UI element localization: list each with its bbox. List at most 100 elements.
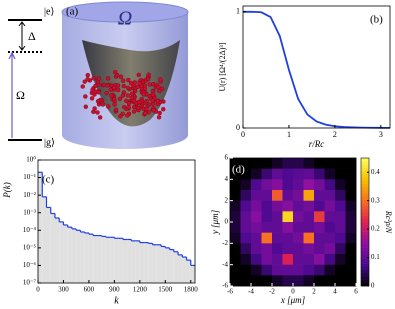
heat-cell (282, 264, 294, 276)
heat-cell (240, 264, 252, 276)
bar (190, 265, 195, 283)
heat-cell (272, 190, 283, 201)
heat-cell (251, 243, 262, 255)
heat-cell (282, 254, 294, 265)
colorbar-step (361, 273, 369, 277)
bar (139, 242, 145, 283)
colorbar-tick-label: 0.1 (371, 253, 380, 261)
x-tick-label: 1 (287, 130, 291, 139)
ground-label: |g⟩ (44, 137, 55, 148)
heat-cell (272, 254, 283, 265)
heat-cell (261, 243, 273, 255)
heat-cell (303, 275, 315, 287)
atom (120, 93, 126, 98)
bar (110, 237, 115, 283)
plot-frame (37, 159, 196, 284)
atom (118, 74, 124, 79)
colorbar-step (361, 238, 369, 242)
heat-cell (293, 211, 304, 223)
heat-cell (324, 190, 336, 201)
heat-cell (282, 232, 294, 244)
colorbar-step (361, 186, 369, 191)
colorbar-step (361, 209, 369, 213)
colorbar-step (361, 180, 369, 184)
heat-cell (345, 232, 357, 244)
cloud-label: Ω (118, 8, 132, 30)
bar (135, 240, 140, 283)
heat-cell (261, 211, 273, 223)
colorbar-step (361, 199, 369, 204)
atom (135, 105, 141, 111)
x-tick-label: 3 (379, 130, 383, 139)
heat-cell (261, 232, 273, 244)
atom (125, 113, 130, 118)
colorbar-step (361, 170, 369, 175)
atom (96, 90, 101, 95)
panel-b: 0 1 2 3 0 1 r/Rc U(r) [Ω⁴/(2Δ)³] (b) (218, 5, 391, 149)
y-tick-label: 10⁻⁷ (23, 279, 37, 287)
y-tick-label: 10⁻³ (23, 208, 36, 216)
y-tick-label: 10⁻⁴ (23, 226, 37, 234)
atom (126, 77, 131, 83)
heat-cell (293, 168, 304, 180)
bar (84, 233, 89, 283)
bar (122, 239, 128, 283)
heat-cell (261, 190, 273, 201)
atom (108, 87, 113, 92)
bar (186, 260, 191, 283)
colorbar-step (361, 225, 369, 229)
bar (42, 196, 47, 283)
atom (85, 77, 90, 82)
heat-cell (345, 275, 357, 287)
heat-cell (324, 222, 336, 233)
heat-cell (293, 254, 304, 265)
atom (105, 76, 111, 81)
heat-cell (345, 190, 357, 201)
heat-cell (272, 232, 283, 244)
heat-cell (230, 264, 241, 276)
heat-cell (251, 168, 262, 180)
y-tick-label: 0 (225, 218, 229, 226)
heat-cell (272, 243, 283, 255)
bar (88, 234, 94, 283)
bar (63, 224, 68, 283)
colorbar-tick-label: 0.4 (371, 168, 380, 176)
x-tick-label: 900 (109, 286, 120, 294)
heat-cell (345, 168, 357, 180)
bar (173, 251, 179, 283)
heat-cell (314, 222, 325, 233)
bar (152, 244, 157, 283)
colorbar-step (361, 257, 369, 261)
heat-cell (345, 243, 357, 255)
atom (109, 93, 114, 98)
atom (100, 102, 106, 107)
colorbar-step (361, 228, 369, 232)
colorbar-step (361, 231, 369, 236)
colorbar-step (361, 174, 369, 178)
x-tick-label: 300 (58, 286, 69, 294)
rabi-arrow (8, 51, 16, 138)
heat-cell (324, 211, 336, 223)
heat-cell (335, 179, 346, 191)
plot-frame (242, 5, 391, 129)
atom (114, 72, 120, 78)
atom (156, 115, 162, 120)
y-axis-label: U(r) [Ω⁴/(2Δ)³] (218, 42, 227, 91)
heat-cell (324, 275, 336, 287)
heat-cell (324, 168, 336, 180)
heat-cell (240, 275, 252, 287)
heat-cell (251, 275, 262, 287)
atom (115, 87, 121, 93)
atom (129, 95, 135, 101)
bar (118, 238, 123, 283)
cylinder-top (61, 1, 189, 23)
bar (161, 246, 166, 283)
atom (126, 105, 131, 110)
heat-cell (251, 264, 262, 276)
colorbar-step (361, 177, 369, 181)
heat-cell (272, 211, 283, 223)
colorbar-step (361, 212, 369, 216)
x-tick-label: 0 (291, 288, 295, 296)
bar (67, 227, 72, 283)
